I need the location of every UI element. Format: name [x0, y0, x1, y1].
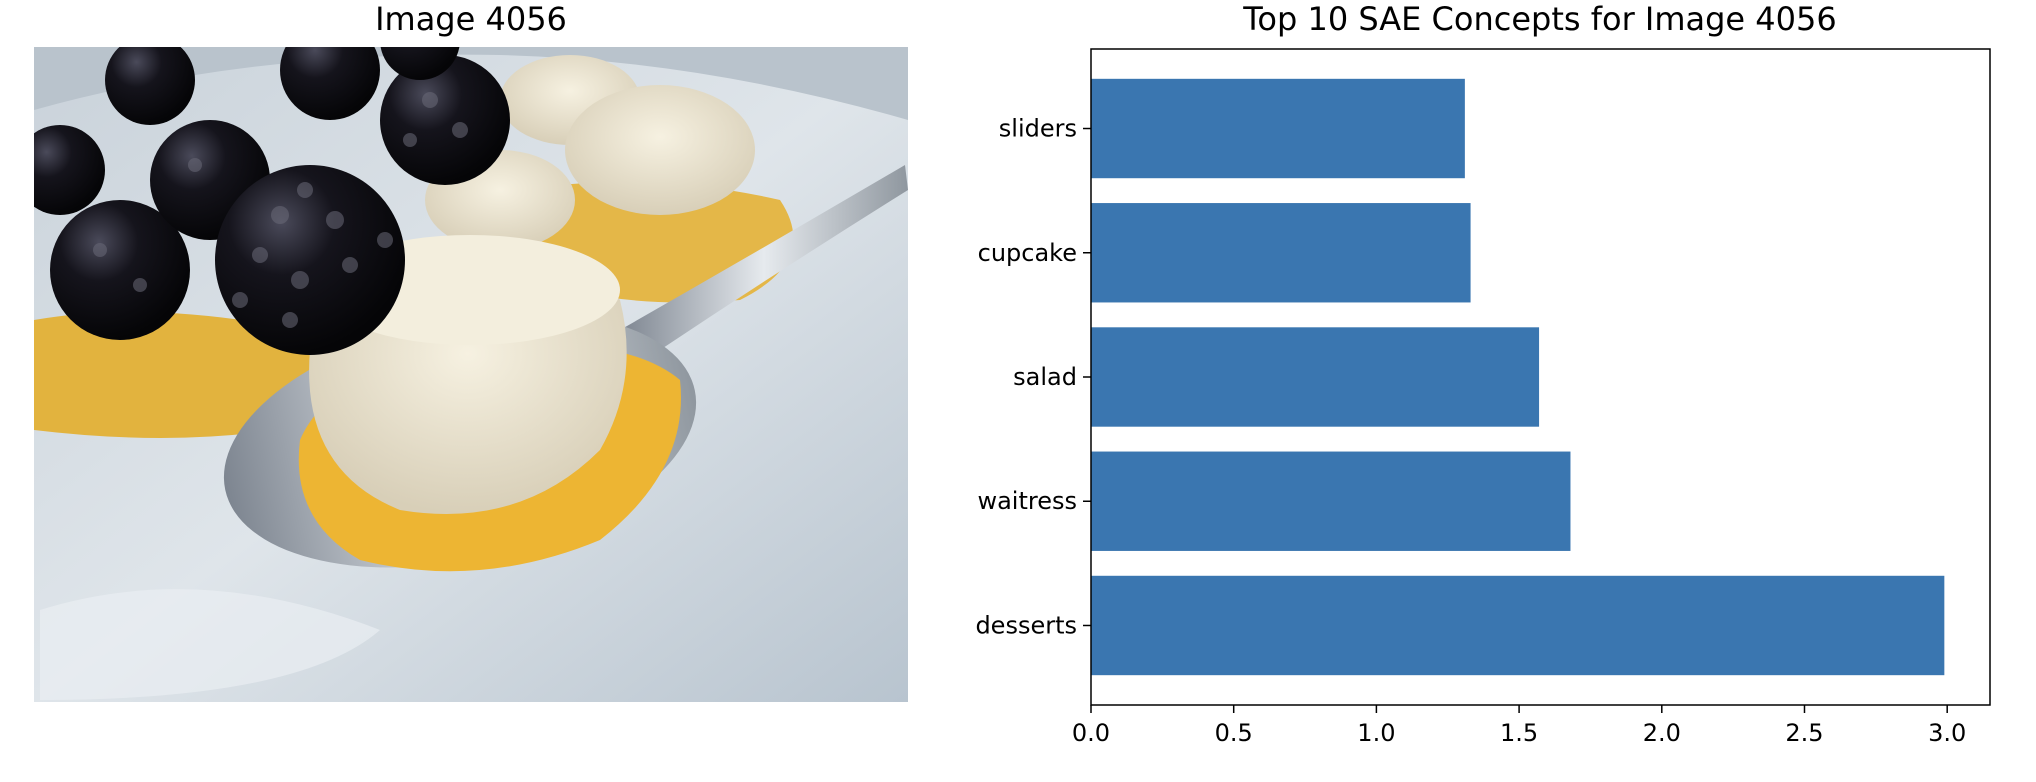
y-tick-label: sliders [999, 115, 1077, 143]
x-tick-label: 2.0 [1643, 719, 1681, 747]
bar-desserts [1091, 575, 1945, 676]
x-tick-label: 3.0 [1928, 719, 1966, 747]
bar-salad [1091, 327, 1540, 427]
bar-sliders [1091, 78, 1465, 179]
x-axis: 0.0 0.5 1.0 1.5 2.0 2.5 3.0 [1072, 705, 1966, 747]
y-axis: desserts waitress salad cupcake sliders [975, 115, 1091, 639]
bar-waitress [1091, 451, 1571, 551]
x-tick-label: 0.0 [1072, 719, 1110, 747]
x-tick-label: 1.0 [1357, 719, 1395, 747]
food-photo [34, 47, 908, 702]
y-tick-label: cupcake [978, 239, 1077, 267]
chart-title: Top 10 SAE Concepts for Image 4056 [1242, 0, 1836, 38]
bars-group [1091, 78, 1945, 676]
x-tick-label: 2.5 [1785, 719, 1823, 747]
y-tick-label: waitress [977, 487, 1077, 515]
y-tick-label: salad [1013, 363, 1077, 391]
x-tick-label: 1.5 [1500, 719, 1538, 747]
y-tick-label: desserts [975, 611, 1077, 639]
x-tick-label: 0.5 [1215, 719, 1253, 747]
photo-title: Image 4056 [375, 0, 567, 38]
axes-frame [1090, 48, 1991, 706]
bar-cupcake [1091, 203, 1471, 303]
